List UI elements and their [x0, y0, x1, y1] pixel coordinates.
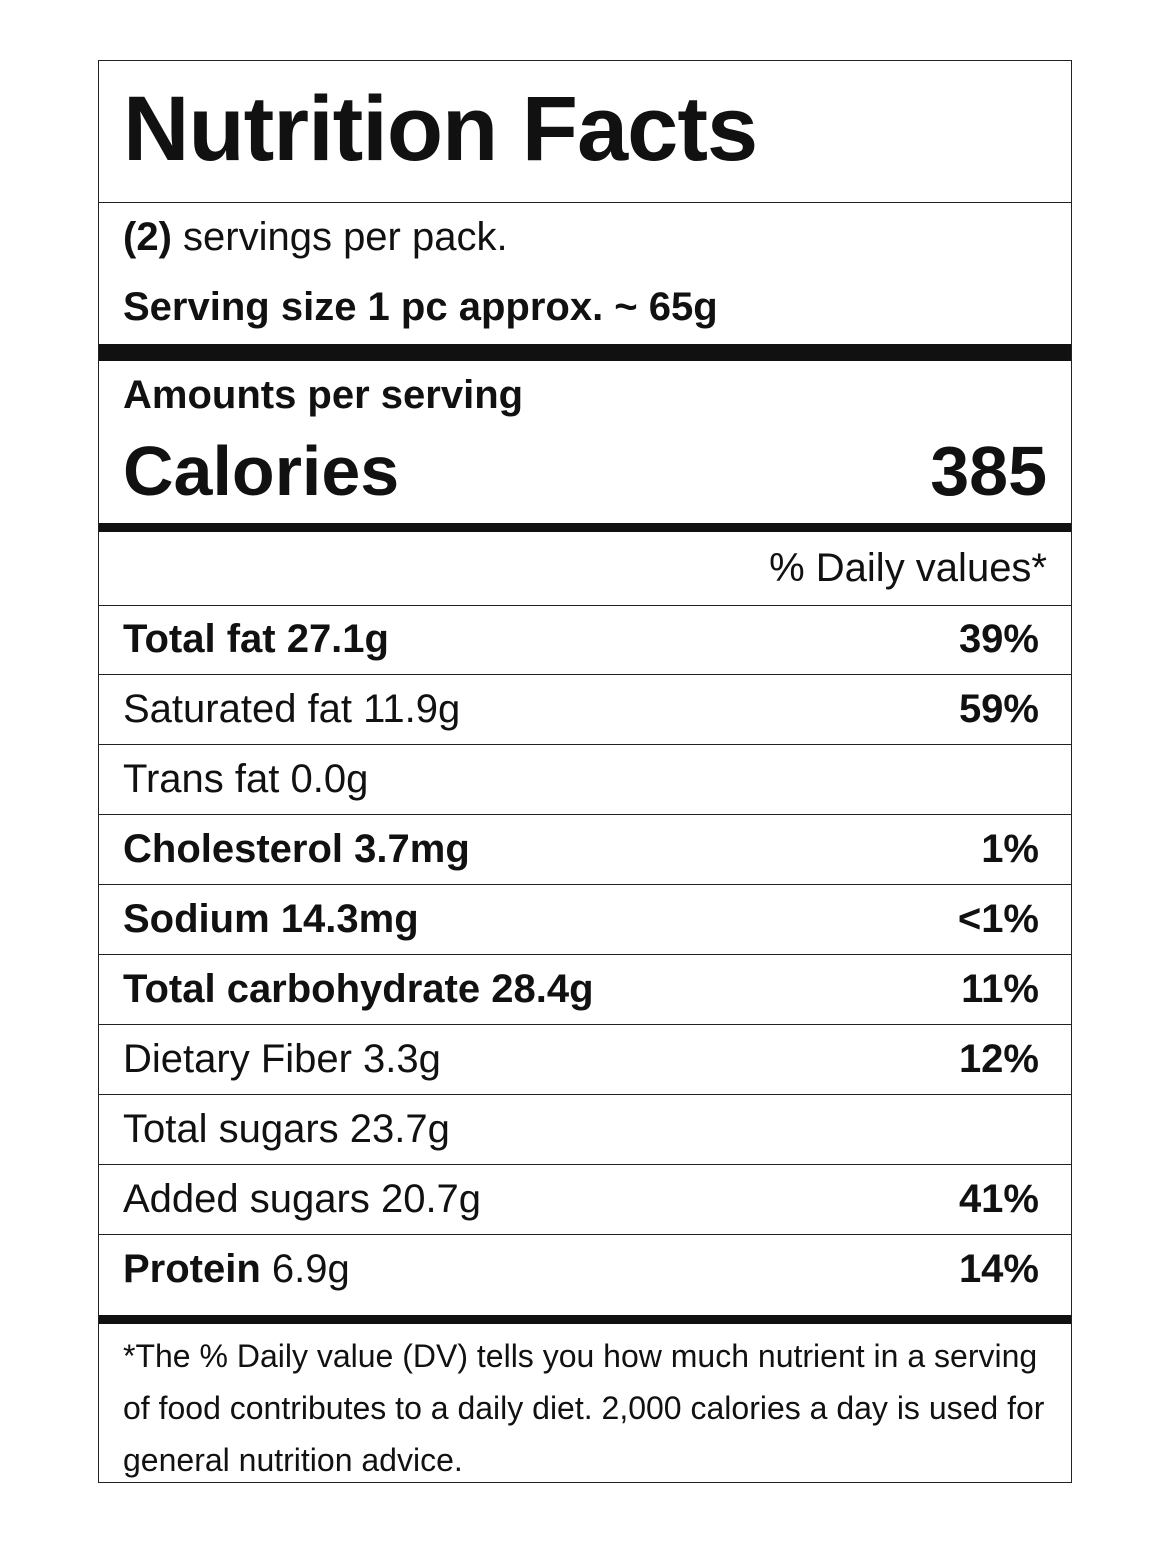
nutrient-daily-value: 14% [958, 1247, 1039, 1291]
nutrient-row: Total fat 27.1g 39% [99, 605, 1071, 675]
servings-per-pack: (2) servings per pack. [123, 213, 508, 261]
nutrient-row: Total sugars 23.7g [99, 1095, 1071, 1165]
servings-text: servings per pack. [171, 215, 508, 259]
nutrient-name-regular: Saturated fat 11.9g [123, 687, 461, 731]
servings-section: (2) servings per pack. Serving size 1 pc… [99, 203, 1071, 344]
label-title: Nutrition Facts [123, 78, 758, 180]
amounts-per-serving: Amounts per serving [123, 373, 524, 417]
footnote: *The % Daily value (DV) tells you how mu… [123, 1338, 1045, 1478]
calories-label: Calories [123, 432, 400, 510]
nutrient-daily-value: 41% [958, 1177, 1039, 1221]
nutrition-label: Nutrition Facts (2) servings per pack. S… [98, 60, 1072, 1483]
medium-divider-bottom [99, 1315, 1071, 1324]
nutrient-name-regular: Dietary Fiber 3.3g [123, 1037, 441, 1081]
nutrient-daily-value: 59% [958, 687, 1039, 731]
nutrient-name-regular: Total sugars 23.7g [123, 1107, 450, 1151]
nutrient-daily-value: 1% [981, 827, 1039, 871]
nutrient-name: Total sugars 23.7g [123, 1105, 450, 1153]
nutrient-name: Saturated fat 11.9g [123, 685, 460, 733]
calories-section: Amounts per serving Calories 385 [99, 361, 1071, 523]
nutrient-name-regular: 6.9g [260, 1247, 350, 1291]
daily-values-header-section: % Daily values* [99, 532, 1071, 606]
medium-divider [99, 523, 1071, 532]
nutrient-row: Saturated fat 11.9g 59% [99, 675, 1071, 745]
nutrient-row: Protein 6.9g 14% [99, 1235, 1071, 1305]
nutrient-name-regular: Trans fat 0.0g [123, 757, 369, 801]
servings-count: (2) [123, 215, 172, 259]
nutrient-row: Dietary Fiber 3.3g 12% [99, 1025, 1071, 1095]
nutrient-name: Trans fat 0.0g [123, 755, 368, 803]
nutrient-daily-value: <1% [957, 897, 1039, 941]
nutrient-rows: Total fat 27.1g 39% Saturated fat 11.9g 59%… [99, 605, 1071, 1305]
nutrient-name-regular: Added sugars 20.7g [123, 1177, 482, 1221]
footnote-section: *The % Daily value (DV) tells you how mu… [99, 1324, 1071, 1482]
nutrient-row: Trans fat 0.0g [99, 745, 1071, 815]
nutrient-name-bold: Total fat 27.1g [123, 617, 389, 661]
thick-divider [99, 344, 1071, 361]
nutrient-name-bold: Sodium 14.3mg [123, 897, 419, 941]
calories-value: 385 [930, 432, 1047, 510]
nutrient-row: Total carbohydrate 28.4g 11% [99, 955, 1071, 1025]
nutrient-name: Dietary Fiber 3.3g [123, 1035, 441, 1083]
nutrient-row: Sodium 14.3mg <1% [99, 885, 1071, 955]
nutrient-name: Cholesterol 3.7mg [123, 825, 470, 873]
nutrient-daily-value: 39% [958, 617, 1039, 661]
nutrient-name: Protein 6.9g [123, 1245, 350, 1293]
daily-values-header: % Daily values* [769, 546, 1047, 590]
title-section: Nutrition Facts [99, 61, 1071, 203]
nutrient-row: Cholesterol 3.7mg 1% [99, 815, 1071, 885]
nutrient-name: Added sugars 20.7g [123, 1175, 481, 1223]
serving-size: Serving size 1 pc approx. ~ 65g [123, 285, 718, 329]
nutrient-name: Sodium 14.3mg [123, 895, 419, 943]
nutrient-name-bold: Protein [123, 1247, 261, 1291]
nutrient-name-bold: Total carbohydrate 28.4g [123, 967, 594, 1011]
nutrient-daily-value: 12% [958, 1037, 1039, 1081]
nutrient-name: Total carbohydrate 28.4g [123, 965, 594, 1013]
nutrient-daily-value: 11% [961, 967, 1039, 1011]
nutrient-name: Total fat 27.1g [123, 615, 389, 663]
nutrient-name-bold: Cholesterol 3.7mg [123, 827, 470, 871]
nutrient-row: Added sugars 20.7g 41% [99, 1165, 1071, 1235]
